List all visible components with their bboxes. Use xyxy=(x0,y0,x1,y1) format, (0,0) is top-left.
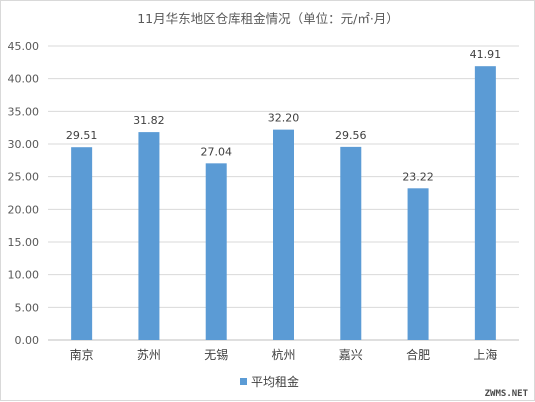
data-label: 32.20 xyxy=(268,112,300,125)
x-category-label: 上海 xyxy=(473,347,497,362)
x-category-label: 合肥 xyxy=(406,347,430,362)
y-tick-label: 40.00 xyxy=(8,73,40,86)
chart-title: 11月华东地区仓库租金情况（单位：元/㎡·月） xyxy=(137,11,399,26)
x-category-label: 南京 xyxy=(70,347,94,362)
bar xyxy=(474,66,496,341)
bar xyxy=(273,129,294,340)
y-tick-label: 25.00 xyxy=(8,171,40,184)
data-label: 41.91 xyxy=(470,48,502,61)
x-category-label: 杭州 xyxy=(271,347,295,362)
legend: 平均租金 xyxy=(240,374,299,389)
data-label: 31.82 xyxy=(133,114,165,127)
y-tick-label: 10.00 xyxy=(8,269,40,282)
bar xyxy=(407,188,429,340)
data-label: 29.51 xyxy=(66,129,98,142)
watermark: ZWMS.NET xyxy=(485,389,529,399)
x-axis-categories: 南京 苏州 无锡 杭州 嘉兴 合肥 上海 xyxy=(70,347,498,362)
y-axis-ticks: 0.00 5.00 10.00 15.00 20.00 25.00 30.00 35.00 40… xyxy=(8,40,40,347)
bar xyxy=(340,146,362,340)
x-category-label: 苏州 xyxy=(137,348,161,362)
y-tick-label: 45.00 xyxy=(8,40,40,53)
y-tick-label: 20.00 xyxy=(8,203,40,216)
data-label: 29.56 xyxy=(335,129,367,142)
data-label: 27.04 xyxy=(200,145,232,158)
bars xyxy=(71,66,496,341)
y-tick-label: 15.00 xyxy=(8,236,40,249)
y-tick-label: 30.00 xyxy=(8,138,40,151)
bar xyxy=(205,163,227,340)
y-tick-label: 0.00 xyxy=(15,334,40,347)
legend-swatch xyxy=(240,378,247,385)
y-tick-label: 35.00 xyxy=(8,105,40,118)
data-label: 23.22 xyxy=(402,170,434,183)
data-labels: 29.51 31.82 27.04 32.20 29.56 23.22 41.91 xyxy=(66,48,501,183)
bar xyxy=(138,132,160,340)
x-category-label: 嘉兴 xyxy=(339,348,363,362)
bar xyxy=(71,147,93,340)
x-category-label: 无锡 xyxy=(204,347,228,362)
y-tick-label: 5.00 xyxy=(15,301,40,314)
legend-label: 平均租金 xyxy=(251,374,299,389)
